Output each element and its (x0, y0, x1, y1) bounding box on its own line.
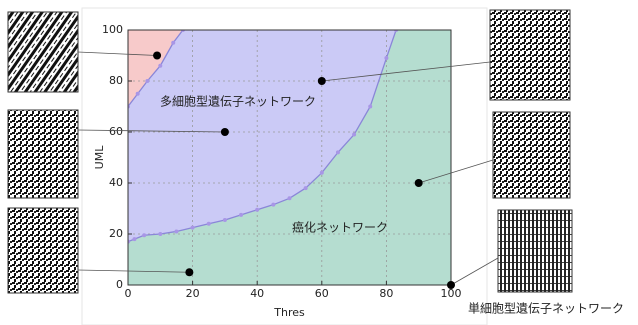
image (498, 210, 572, 292)
curve-marker (336, 150, 340, 154)
y-axis-label: UML (93, 145, 106, 170)
image (493, 112, 570, 198)
image (490, 10, 570, 100)
x-tick-label: 80 (379, 287, 393, 300)
y-tick-label: 100 (102, 23, 123, 36)
curve-marker (255, 208, 259, 212)
image (8, 110, 78, 198)
x-tick-label: 40 (250, 287, 264, 300)
annotation: 単細胞型遺伝子ネットワーク (468, 301, 624, 316)
curve-marker (207, 222, 211, 226)
annotation: 多細胞型遺伝子ネットワーク (160, 94, 316, 109)
y-tick-label: 20 (109, 227, 123, 240)
figure: 020406080100020406080100ThresUML多細胞型遺伝子ネ… (0, 0, 638, 325)
y-tick-label: 80 (109, 74, 123, 87)
plot (126, 28, 451, 285)
y-tick-label: 0 (116, 278, 123, 291)
curve-marker (145, 79, 149, 83)
point (221, 128, 229, 136)
image (8, 12, 78, 92)
point (447, 281, 455, 289)
x-tick-label: 0 (125, 287, 132, 300)
curve-marker (174, 229, 178, 233)
point (153, 52, 161, 60)
curve-marker (288, 196, 292, 200)
x-axis-label: Thres (273, 306, 305, 319)
curve-marker (304, 186, 308, 190)
annotation: 癌化ネットワーク (292, 220, 388, 235)
curve-marker (132, 237, 136, 241)
curve-marker (171, 41, 175, 45)
y-tick-label: 40 (109, 176, 123, 189)
y-tick-label: 60 (109, 125, 123, 138)
point (415, 179, 423, 187)
curve-marker (352, 133, 356, 137)
point (185, 268, 193, 276)
curve-marker (239, 213, 243, 217)
curve-marker (158, 232, 162, 236)
curve-marker (320, 171, 324, 175)
curve-marker (136, 92, 140, 96)
x-tick-label: 60 (315, 287, 329, 300)
curve-marker (223, 218, 227, 222)
curve-marker (158, 64, 162, 68)
x-tick-label: 20 (186, 287, 200, 300)
curve-marker (384, 56, 388, 60)
curve-marker (368, 105, 372, 109)
curve-marker (191, 226, 195, 230)
image (8, 208, 78, 293)
point (318, 77, 326, 85)
curve-marker (271, 203, 275, 207)
curve-marker (142, 233, 146, 237)
